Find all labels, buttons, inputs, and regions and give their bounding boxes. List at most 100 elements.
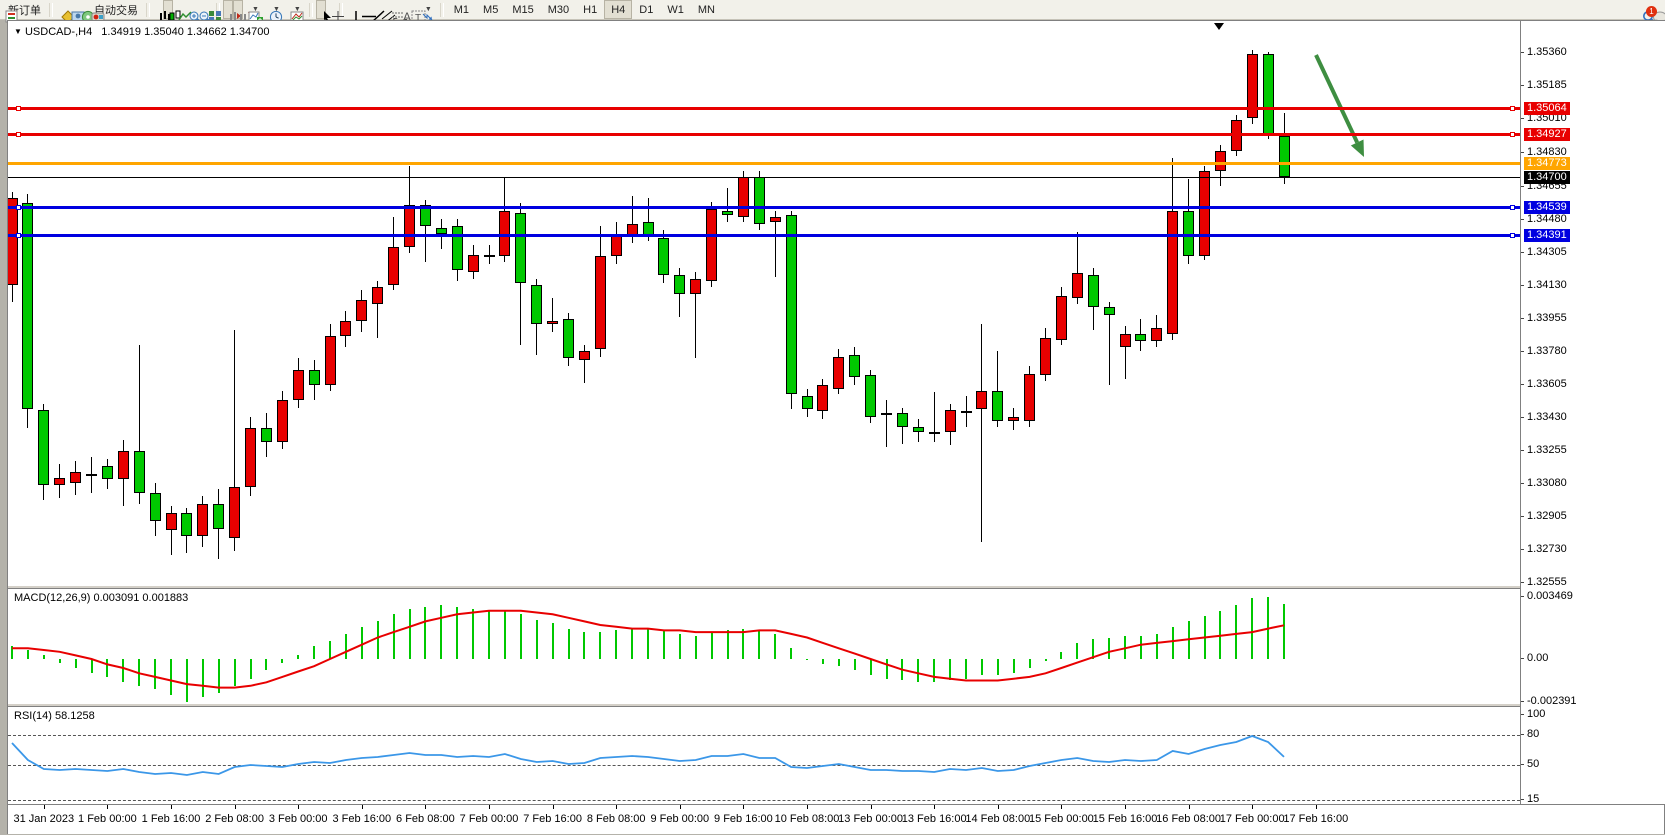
crosshair-button[interactable]: [326, 0, 344, 22]
price-axis-tick: 1.34305: [1527, 245, 1567, 258]
line-drag-handle[interactable]: [1510, 232, 1515, 238]
line-drag-handle[interactable]: [16, 105, 21, 111]
timeframe-button-m30[interactable]: M30: [547, 3, 570, 16]
notifications-button[interactable]: 1: [1646, 0, 1665, 25]
rsi-panel[interactable]: RSI(14) 58.1258: [8, 706, 1520, 805]
bull-candle: [8, 197, 18, 285]
collapse-triangle-icon[interactable]: ▼: [14, 27, 22, 36]
bull-candle: [54, 477, 66, 486]
text-button[interactable]: A: [396, 0, 411, 23]
rsi-axis-tick: 80: [1527, 728, 1540, 740]
price-level-line[interactable]: [8, 176, 1520, 178]
price-axis-tick: 1.34830: [1527, 146, 1567, 159]
panel-splitter[interactable]: [8, 704, 1664, 706]
bear-candle: [419, 205, 431, 227]
timeframe-button-m5[interactable]: M5: [483, 3, 499, 16]
timeframe-button-m15[interactable]: M15: [512, 3, 534, 16]
time-axis-label: 6 Feb 08:00: [396, 813, 455, 825]
time-tick-mark: [298, 805, 300, 809]
timeframe-button-h4[interactable]: H4: [604, 0, 633, 19]
timeframe-button-m1[interactable]: M1: [453, 3, 470, 16]
timeframe-button-w1[interactable]: W1: [667, 3, 684, 16]
time-axis-label: 7 Feb 16:00: [523, 813, 582, 825]
candle-wick: [1076, 231, 1078, 304]
bear-candle: [38, 409, 50, 486]
bull-candle: [197, 504, 209, 537]
axis-tick-mark: [1521, 582, 1524, 584]
bull-candle: [356, 299, 368, 321]
line-drag-handle[interactable]: [1510, 131, 1515, 137]
candle-wick: [631, 195, 633, 244]
price-level-line[interactable]: [8, 132, 1520, 136]
chart-title: ▼ USDCAD-,H4 1.34919 1.35040 1.34662 1.3…: [14, 26, 270, 38]
price-level-line[interactable]: [8, 233, 1520, 237]
macd-histogram-bar: [90, 659, 93, 674]
toolbar-separator: [49, 2, 53, 17]
bar-chart-button[interactable]: [153, 0, 170, 22]
bear-candle: [785, 214, 797, 395]
time-tick-mark: [1252, 805, 1254, 809]
line-drag-handle[interactable]: [16, 204, 21, 210]
timeframe-button-h1[interactable]: H1: [583, 3, 598, 16]
macd-histogram-bar: [281, 659, 284, 663]
notification-badge: 1: [1646, 5, 1657, 17]
periods-button[interactable]: ▼: [264, 0, 285, 23]
trendline-button[interactable]: [366, 0, 385, 23]
price-chart-panel[interactable]: ▼ USDCAD-,H4 1.34919 1.35040 1.34662 1.3…: [8, 23, 1520, 586]
chevron-down-icon: ▼: [424, 6, 432, 13]
line-drag-handle[interactable]: [16, 131, 21, 137]
macd-panel[interactable]: MACD(12,26,9) 0.003091 0.001883: [8, 588, 1520, 705]
bull-candle: [706, 209, 718, 281]
macd-histogram-bar: [106, 659, 109, 677]
macd-histogram-bar: [1235, 605, 1238, 659]
arrows-button[interactable]: ▼: [416, 0, 437, 20]
macd-histogram-bar: [933, 659, 936, 683]
new-order-button[interactable]: 新订单: [0, 0, 46, 22]
macd-histogram-bar: [742, 628, 745, 659]
line-chart-button[interactable]: [173, 0, 192, 20]
vertical-line-button[interactable]: [346, 0, 357, 22]
macd-histogram-bar: [11, 646, 13, 659]
candlestick-chart-button[interactable]: [163, 0, 181, 20]
macd-histogram-bar: [1171, 626, 1174, 659]
horizontal-line-button[interactable]: [356, 0, 376, 19]
main-toolbar: 新订单 自动交易: [0, 0, 1665, 25]
bear-candle: [531, 284, 543, 325]
metaeditor-button[interactable]: [56, 0, 75, 24]
price-axis-tick: 1.33955: [1527, 311, 1567, 324]
axis-tick-mark: [1521, 799, 1524, 800]
autotrading-button[interactable]: 自动交易: [86, 0, 143, 21]
auto-scroll-button[interactable]: [223, 0, 241, 21]
line-drag-handle[interactable]: [16, 232, 21, 238]
trend-arrow-annotation[interactable]: [8, 23, 1520, 586]
line-drag-handle[interactable]: [1510, 105, 1515, 111]
price-level-line[interactable]: [8, 106, 1520, 110]
panel-splitter[interactable]: [8, 586, 1664, 588]
bull-candle: [833, 356, 845, 389]
templates-button[interactable]: ▼: [285, 0, 306, 22]
tile-windows-button[interactable]: [203, 0, 221, 22]
macd-histogram-bar: [58, 659, 61, 663]
macd-histogram-bar: [233, 659, 236, 686]
candle-wick: [234, 330, 236, 552]
price-level-line[interactable]: [8, 205, 1520, 209]
cursor-button[interactable]: [315, 0, 331, 23]
bear-candle: [896, 413, 908, 427]
time-axis[interactable]: 31 Jan 2023 1 Feb 00:00 1 Feb 16:00 2 Feb 0…: [8, 804, 1664, 834]
macd-histogram-bar: [249, 659, 252, 679]
price-axis[interactable]: 1.35064 1.34927 1.34773 1.34700 1.34539 1.343…: [1520, 21, 1665, 805]
axis-tick-mark: [1521, 284, 1524, 286]
toolbar-separator: [439, 2, 444, 17]
line-drag-handle[interactable]: [1510, 204, 1515, 210]
chart-shift-marker[interactable]: [1214, 23, 1224, 30]
price-level-label: 1.35064: [1524, 101, 1570, 115]
timeframe-button-d1[interactable]: D1: [639, 3, 654, 16]
chart-ohlc-values: 1.34919 1.35040 1.34662 1.34700: [101, 26, 270, 38]
price-level-line[interactable]: [8, 161, 1520, 165]
timeframe-button-mn[interactable]: MN: [697, 3, 715, 16]
price-axis-tick: 1.33430: [1527, 411, 1567, 424]
bear-candle: [1087, 275, 1099, 308]
macd-histogram-bar: [154, 659, 157, 690]
candle-wick: [170, 505, 172, 556]
macd-histogram-bar: [376, 621, 379, 659]
